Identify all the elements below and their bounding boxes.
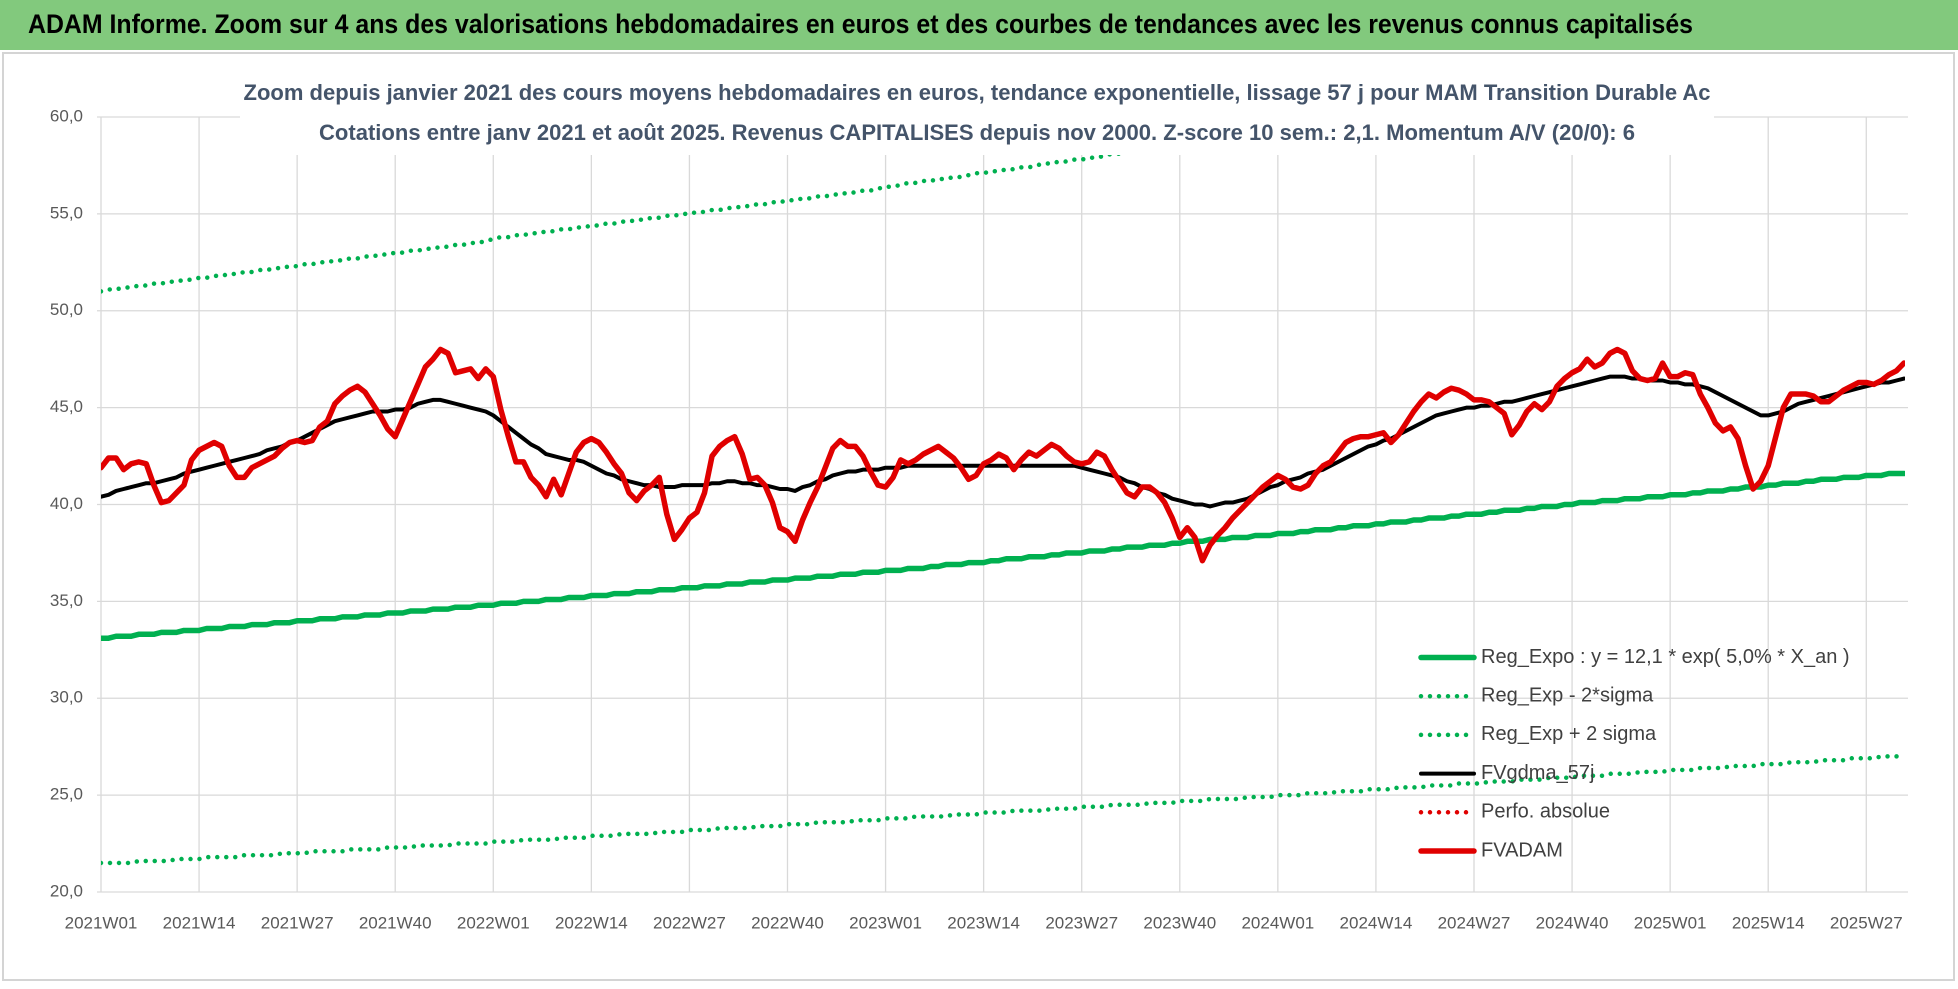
y-tick-label: 40,0: [50, 494, 83, 513]
chart-subtitle: Cotations entre janv 2021 et août 2025. …: [319, 120, 1635, 145]
x-tick-label: 2022W27: [653, 913, 726, 932]
legend-label: FVgdma_57j: [1481, 762, 1594, 784]
y-tick-label: 50,0: [50, 300, 83, 319]
chart-border: [2, 52, 1955, 981]
x-tick-label: 2025W01: [1634, 913, 1707, 932]
y-tick-label: 20,0: [50, 881, 83, 900]
legend-label: Perfo. absolue: [1481, 801, 1610, 823]
x-tick-label: 2021W01: [65, 913, 138, 932]
x-tick-label: 2023W14: [947, 913, 1020, 932]
x-tick-label: 2023W27: [1045, 913, 1118, 932]
y-tick-label: 60,0: [50, 106, 83, 125]
y-tick-label: 25,0: [50, 785, 83, 804]
x-tick-label: 2023W40: [1143, 913, 1216, 932]
y-tick-label: 45,0: [50, 397, 83, 416]
x-tick-label: 2025W14: [1732, 913, 1805, 932]
legend-label: Reg_Exp + 2 sigma: [1481, 723, 1657, 745]
y-tick-label: 35,0: [50, 591, 83, 610]
x-tick-label: 2024W14: [1340, 913, 1413, 932]
x-tick-label: 2025W27: [1830, 913, 1903, 932]
series-line: [101, 470, 1905, 641]
header-band: [0, 0, 1958, 50]
legend: Reg_Expo : y = 12,1 * exp( 5,0% * X_an )…: [1418, 646, 1850, 861]
plot-area: [101, 117, 1905, 866]
y-tick-label: 55,0: [50, 203, 83, 222]
x-tick-label: 2024W01: [1241, 913, 1314, 932]
x-tick-label: 2024W27: [1438, 913, 1511, 932]
x-tick-label: 2022W14: [555, 913, 628, 932]
legend-label: FVADAM: [1481, 839, 1563, 861]
series-line: [101, 346, 1905, 564]
y-tick-label: 30,0: [50, 688, 83, 707]
legend-label: Reg_Exp - 2*sigma: [1481, 684, 1654, 706]
header-title: ADAM Informe. Zoom sur 4 ans des valoris…: [28, 9, 1693, 39]
axes: 20,0 25,0 30,0 35,0 40,0 45,0 50,0 55,0 60,0 2021…: [50, 106, 1903, 932]
x-tick-label: 2021W14: [163, 913, 236, 932]
legend-label: Reg_Expo : y = 12,1 * exp( 5,0% * X_an ): [1481, 646, 1850, 668]
x-tick-label: 2021W27: [261, 913, 334, 932]
x-tick-label: 2021W40: [359, 913, 432, 932]
chart-title: Zoom depuis janvier 2021 des cours moyen…: [244, 80, 1711, 105]
x-tick-label: 2022W40: [751, 913, 824, 932]
series-line: [101, 754, 1905, 866]
series-line: [101, 374, 1905, 509]
x-tick-label: 2022W01: [457, 913, 530, 932]
x-tick-label: 2024W40: [1536, 913, 1609, 932]
x-tick-label: 2023W01: [849, 913, 922, 932]
title-box: [240, 72, 1714, 155]
series-line: [101, 117, 1385, 294]
